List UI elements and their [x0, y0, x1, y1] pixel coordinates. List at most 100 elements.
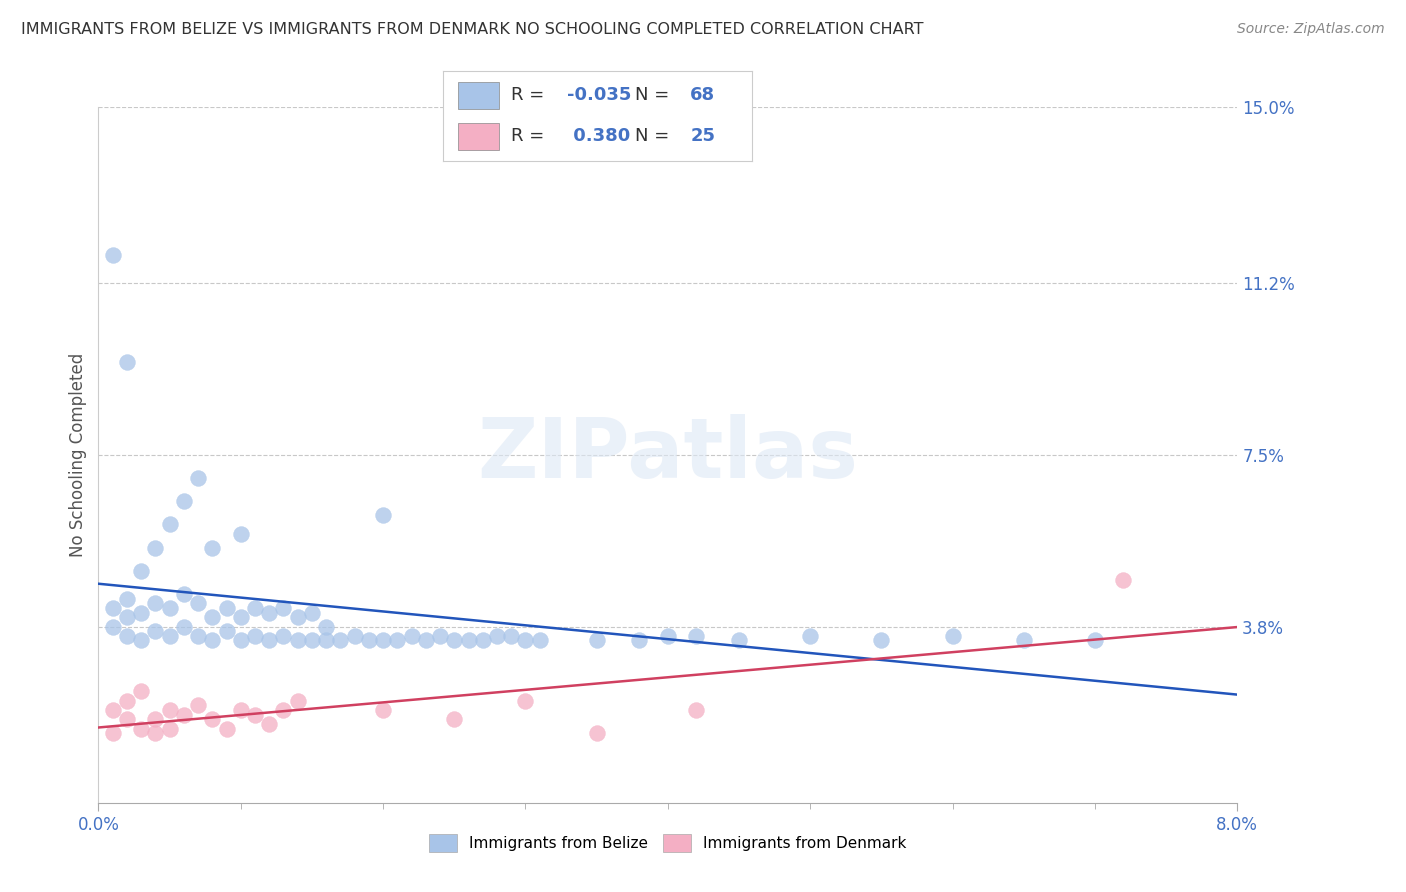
Point: [215, 722, 238, 736]
Point: [173, 619, 195, 633]
Point: [159, 629, 181, 643]
Point: [101, 601, 124, 615]
Point: [145, 596, 167, 610]
Point: [942, 629, 965, 643]
Text: 25: 25: [690, 128, 716, 145]
Point: [243, 601, 266, 615]
Point: [315, 619, 337, 633]
Text: IMMIGRANTS FROM BELIZE VS IMMIGRANTS FROM DENMARK NO SCHOOLING COMPLETED CORRELA: IMMIGRANTS FROM BELIZE VS IMMIGRANTS FRO…: [21, 22, 924, 37]
Point: [301, 606, 323, 620]
Point: [101, 248, 124, 262]
Point: [159, 703, 181, 717]
Text: R =: R =: [510, 128, 550, 145]
Text: ZIPatlas: ZIPatlas: [478, 415, 858, 495]
Point: [159, 722, 181, 736]
Point: [501, 629, 523, 643]
Point: [145, 712, 167, 726]
Point: [129, 684, 152, 698]
Point: [371, 508, 394, 523]
Point: [243, 629, 266, 643]
Text: R =: R =: [510, 87, 550, 104]
Point: [215, 601, 238, 615]
Point: [287, 694, 309, 708]
Point: [1084, 633, 1107, 648]
Point: [443, 633, 465, 648]
Text: 0.380: 0.380: [567, 128, 630, 145]
Point: [471, 633, 494, 648]
Point: [529, 633, 551, 648]
Point: [145, 726, 167, 740]
Point: [187, 698, 209, 713]
Point: [229, 526, 252, 541]
Point: [145, 541, 167, 555]
Point: [259, 717, 281, 731]
Point: [101, 703, 124, 717]
Point: [173, 494, 195, 508]
Point: [115, 591, 138, 606]
Point: [129, 606, 152, 620]
Point: [273, 629, 295, 643]
Point: [273, 601, 295, 615]
Point: [187, 596, 209, 610]
Point: [401, 629, 423, 643]
Point: [129, 722, 152, 736]
Point: [201, 633, 224, 648]
Point: [201, 541, 224, 555]
Point: [129, 564, 152, 578]
Point: [515, 633, 537, 648]
Point: [101, 619, 124, 633]
Point: [243, 707, 266, 722]
Point: [173, 587, 195, 601]
Point: [315, 633, 337, 648]
Point: [371, 703, 394, 717]
Point: [101, 726, 124, 740]
Point: [585, 633, 607, 648]
Point: [229, 703, 252, 717]
Point: [201, 610, 224, 624]
Point: [728, 633, 751, 648]
Point: [287, 610, 309, 624]
Point: [187, 471, 209, 485]
Point: [585, 726, 607, 740]
Point: [159, 601, 181, 615]
Point: [115, 694, 138, 708]
Point: [229, 610, 252, 624]
Point: [145, 624, 167, 639]
Point: [799, 629, 821, 643]
FancyBboxPatch shape: [458, 82, 499, 109]
Point: [187, 629, 209, 643]
Point: [273, 703, 295, 717]
Point: [343, 629, 366, 643]
Text: N =: N =: [634, 87, 675, 104]
Point: [159, 517, 181, 532]
Point: [201, 712, 224, 726]
Point: [1112, 573, 1135, 587]
Point: [685, 703, 707, 717]
Point: [457, 633, 479, 648]
Y-axis label: No Schooling Completed: No Schooling Completed: [69, 353, 87, 557]
Point: [115, 712, 138, 726]
Legend: Immigrants from Belize, Immigrants from Denmark: Immigrants from Belize, Immigrants from …: [423, 828, 912, 858]
Point: [115, 610, 138, 624]
Point: [515, 694, 537, 708]
Point: [443, 712, 465, 726]
Text: Source: ZipAtlas.com: Source: ZipAtlas.com: [1237, 22, 1385, 37]
Point: [371, 633, 394, 648]
Point: [628, 633, 651, 648]
Point: [1012, 633, 1035, 648]
Point: [115, 355, 138, 369]
Point: [415, 633, 437, 648]
Point: [215, 624, 238, 639]
Point: [429, 629, 451, 643]
Text: -0.035: -0.035: [567, 87, 631, 104]
Point: [657, 629, 679, 643]
Point: [259, 633, 281, 648]
Point: [173, 707, 195, 722]
Point: [129, 633, 152, 648]
Point: [357, 633, 380, 648]
Point: [229, 633, 252, 648]
Point: [685, 629, 707, 643]
Point: [115, 629, 138, 643]
FancyBboxPatch shape: [458, 123, 499, 150]
Point: [301, 633, 323, 648]
